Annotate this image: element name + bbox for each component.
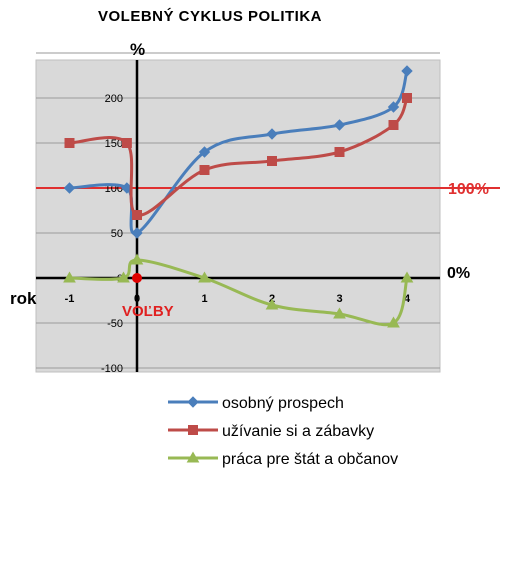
- data-point: [266, 128, 278, 140]
- zero-line-label: 0%: [447, 265, 470, 282]
- data-point: [333, 307, 346, 319]
- election-label: VOĽBY: [122, 303, 174, 320]
- data-point: [121, 138, 132, 148]
- x-tick-label: -1: [65, 293, 75, 305]
- reference-line-label: 100%: [448, 181, 489, 198]
- y-tick-label: 200: [105, 93, 123, 105]
- election-marker: [132, 273, 142, 283]
- data-point: [63, 182, 76, 194]
- data-point: [267, 156, 277, 166]
- y-tick-label: 150: [105, 138, 123, 150]
- data-point: [387, 316, 400, 328]
- y-tick-label: -50: [107, 318, 123, 330]
- legend-label: osobný prospech: [222, 395, 344, 412]
- x-tick-label: 3: [336, 293, 342, 305]
- x-tick-label: 0: [134, 293, 140, 305]
- x-axis-label: rok: [10, 289, 37, 308]
- data-point: [198, 271, 211, 283]
- data-point: [400, 271, 414, 283]
- data-point: [187, 396, 199, 408]
- data-point: [186, 451, 200, 463]
- legend-label: užívanie si a zábavky: [222, 423, 374, 440]
- data-point: [388, 120, 399, 130]
- data-point: [63, 271, 76, 283]
- legend: osobný prospech užívanie si a zábavky prác…: [168, 395, 398, 468]
- data-point: [188, 425, 198, 435]
- y-tick-label: 50: [111, 228, 123, 240]
- data-point: [64, 138, 75, 148]
- data-point: [131, 227, 143, 239]
- y-tick-label: -100: [101, 363, 123, 375]
- data-point: [130, 253, 144, 265]
- chart-title: VOLEBNÝ CYKLUS POLITIKA: [98, 8, 323, 25]
- plot-area: [35, 59, 441, 373]
- x-tick-label: 1: [201, 293, 207, 305]
- data-point: [265, 298, 279, 310]
- data-point: [401, 65, 413, 77]
- data-point: [334, 147, 345, 157]
- data-point: [402, 93, 412, 103]
- labels: % rok 100% 0% VOĽBY: [10, 40, 489, 320]
- data-point: [387, 101, 400, 113]
- legend-label: práca pre štát a občanov: [222, 451, 398, 468]
- series-line: [69, 258, 409, 327]
- y-axis-label: %: [130, 40, 145, 59]
- data-point: [199, 165, 210, 175]
- data-point: [198, 146, 211, 158]
- data-point: [117, 271, 130, 283]
- x-tick-label: 4: [404, 293, 411, 305]
- data-point: [132, 210, 142, 220]
- series-layer: [63, 65, 414, 328]
- data-point: [333, 119, 346, 131]
